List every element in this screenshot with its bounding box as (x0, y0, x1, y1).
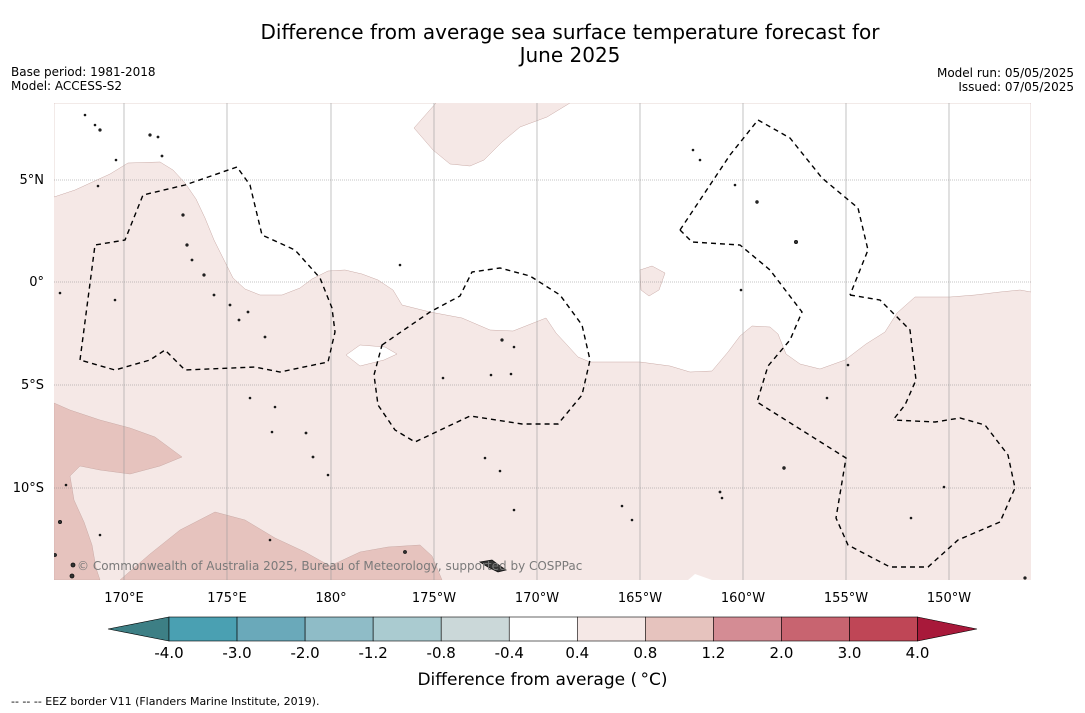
colorbar-tick-label: 0.4 (565, 644, 589, 662)
longitude-labels: 170°E 175°E 180° 175°W 170°W 165°W 160°W… (104, 591, 971, 606)
eez-legend: -- -- -- EEZ border V11 (Flanders Marine… (11, 695, 320, 708)
meta-left: Base period: 1981-2018 Model: ACCESS-S2 (11, 65, 156, 93)
lon-label: 175°W (412, 591, 456, 606)
colorbar-tick-label: 2.0 (770, 644, 794, 662)
title-line-1: Difference from average sea surface temp… (260, 20, 880, 44)
lon-label: 170°W (515, 591, 559, 606)
colorbar-tick-label: -0.4 (495, 644, 524, 662)
lon-label: 150°W (927, 591, 971, 606)
warm-anomaly-west (54, 402, 183, 580)
colorbar-title: Difference from average ( °C) (417, 670, 668, 690)
colorbar-tick-label: 0.8 (633, 644, 657, 662)
lon-label: 170°E (104, 591, 144, 606)
colorbar-segment (508, 616, 578, 642)
colorbar-segment (440, 616, 510, 642)
islands (54, 113, 1027, 580)
colorbar-segment (372, 616, 442, 642)
colorbar-segment (304, 616, 374, 642)
meridian-lines (123, 103, 950, 580)
colorbar-segment (849, 616, 918, 642)
colorbar-tick-label: -4.0 (154, 644, 183, 662)
eez-border-kiribati-gilbert (79, 166, 336, 373)
title-line-2: June 2025 (519, 43, 621, 67)
colorbar-tick-label: -1.2 (359, 644, 388, 662)
colorbar-tick-label: -0.8 (427, 644, 456, 662)
issued-date: Issued: 07/05/2025 (958, 80, 1074, 94)
lon-label: 175°E (207, 591, 247, 606)
eez-border-kiribati-line (679, 119, 869, 296)
map-area: © Commonwealth of Australia 2025, Bureau… (54, 103, 1031, 580)
copyright-notice: © Commonwealth of Australia 2025, Bureau… (77, 559, 582, 573)
lat-label: 5°N (20, 173, 45, 188)
near-normal-patch (345, 344, 398, 367)
near-normal-region (54, 103, 1031, 373)
near-normal-patch-south (688, 574, 712, 580)
lon-label: 155°W (824, 591, 868, 606)
colorbar-segment (576, 616, 646, 642)
colorbar-tick-label: -2.0 (290, 644, 319, 662)
warm-anomaly-south (119, 511, 443, 580)
chart-title: Difference from average sea surface temp… (0, 21, 1085, 67)
colorbar-extend-high (917, 616, 978, 642)
lat-label: 0° (29, 275, 44, 290)
anomaly-patch-north (639, 265, 666, 297)
colorbar-segment (645, 616, 714, 642)
base-period: Base period: 1981-2018 (11, 65, 156, 79)
lon-label: 180° (315, 591, 346, 606)
lon-label: 160°W (721, 591, 765, 606)
colorbar-tick-label: 3.0 (838, 644, 862, 662)
colorbar-extend-low (107, 616, 170, 642)
meta-right: Model run: 05/05/2025 Issued: 07/05/2025 (937, 66, 1074, 94)
eez-borders (79, 119, 1016, 568)
model-name: Model: ACCESS-S2 (11, 79, 123, 93)
model-run: Model run: 05/05/2025 (936, 66, 1074, 80)
colorbar-tick-label: 1.2 (701, 644, 725, 662)
eez-border-line-west (679, 229, 1016, 568)
lat-label: 5°S (21, 378, 44, 393)
colorbar-segment (168, 616, 238, 642)
colorbar: -4.0 -3.0 -2.0 -1.2 -0.8 -0.4 0.4 0.8 1.2 2.0 3.0 4… (107, 616, 978, 662)
grid-lines (54, 179, 1031, 489)
colorbar-tick-label: -3.0 (222, 644, 251, 662)
colorbar-tick-label: 4.0 (906, 644, 930, 662)
eez-border-kiribati-line-south (849, 294, 917, 421)
colorbar-segment (713, 616, 782, 642)
lat-label: 10°S (13, 481, 44, 496)
colorbar-segment (781, 616, 850, 642)
latitude-labels: 5°N 0° 5°S 10°S (13, 173, 44, 496)
lon-label: 165°W (618, 591, 662, 606)
colorbar-segment (236, 616, 306, 642)
